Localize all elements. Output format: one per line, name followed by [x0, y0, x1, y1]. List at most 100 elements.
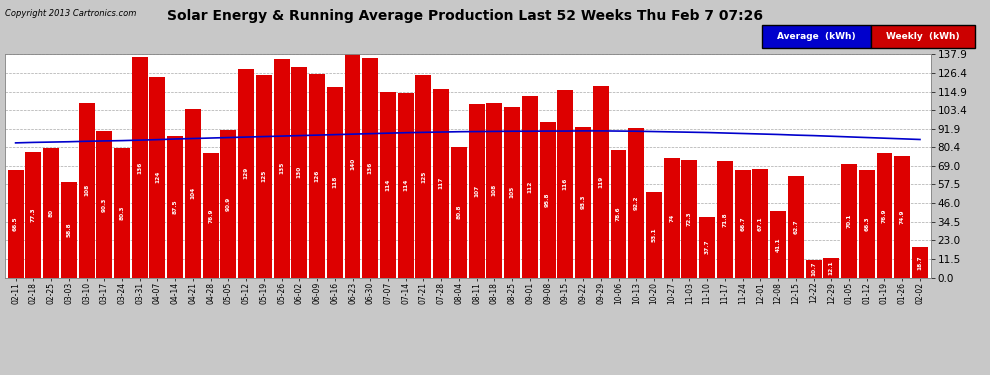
Text: 114: 114 — [385, 179, 390, 191]
Bar — [239, 69, 254, 278]
Bar — [60, 182, 77, 278]
Text: Weekly  (kWh): Weekly (kWh) — [886, 32, 960, 41]
Text: 129: 129 — [244, 167, 248, 179]
Text: 66.3: 66.3 — [864, 216, 869, 231]
Bar — [362, 58, 378, 278]
Text: 18.7: 18.7 — [918, 255, 923, 270]
Bar — [96, 131, 112, 278]
Bar — [291, 67, 307, 278]
Bar — [114, 147, 130, 278]
Text: 74: 74 — [669, 213, 674, 222]
Bar — [575, 127, 591, 278]
Bar — [912, 247, 928, 278]
Bar — [185, 109, 201, 278]
Text: 135: 135 — [279, 162, 284, 174]
Text: 58.8: 58.8 — [66, 223, 71, 237]
Bar — [149, 77, 165, 278]
Bar — [345, 51, 360, 278]
Text: 136: 136 — [367, 162, 373, 174]
Text: 80: 80 — [49, 209, 53, 217]
Text: 114: 114 — [403, 179, 408, 191]
Bar — [858, 170, 875, 278]
Bar — [26, 152, 42, 278]
Text: 53.1: 53.1 — [651, 227, 656, 242]
Text: 62.7: 62.7 — [793, 219, 798, 234]
Bar — [842, 164, 857, 278]
Bar — [894, 156, 910, 278]
Text: 95.8: 95.8 — [545, 193, 550, 207]
Bar — [309, 74, 325, 278]
Bar — [557, 90, 573, 278]
Bar — [593, 86, 609, 278]
Text: 78.6: 78.6 — [616, 207, 621, 221]
Text: 67.1: 67.1 — [758, 216, 763, 231]
Bar — [646, 192, 662, 278]
Text: 66.5: 66.5 — [13, 216, 18, 231]
Text: 87.5: 87.5 — [172, 200, 177, 214]
Bar — [468, 104, 485, 278]
Bar — [398, 93, 414, 278]
Bar — [8, 170, 24, 278]
Text: 125: 125 — [421, 170, 426, 183]
Text: 124: 124 — [155, 171, 160, 183]
Bar — [522, 96, 538, 278]
Bar — [717, 161, 733, 278]
Bar — [78, 103, 94, 278]
Text: 90.3: 90.3 — [102, 197, 107, 211]
Text: Solar Energy & Running Average Production Last 52 Weeks Thu Feb 7 07:26: Solar Energy & Running Average Productio… — [167, 9, 763, 23]
Bar — [167, 136, 183, 278]
Text: 136: 136 — [138, 161, 143, 174]
Bar — [504, 107, 520, 278]
Bar — [203, 153, 219, 278]
Bar — [752, 169, 768, 278]
Bar — [699, 216, 715, 278]
Bar — [255, 75, 272, 278]
Bar — [380, 93, 396, 278]
Text: 93.3: 93.3 — [580, 195, 585, 209]
Text: 130: 130 — [297, 166, 302, 178]
Text: 76.9: 76.9 — [882, 208, 887, 222]
Bar — [876, 153, 892, 278]
Text: 80.3: 80.3 — [120, 205, 125, 220]
Text: 107: 107 — [474, 185, 479, 197]
Text: 74.9: 74.9 — [900, 210, 905, 224]
Bar — [788, 176, 804, 278]
Text: 90.9: 90.9 — [226, 197, 231, 211]
Bar — [221, 130, 237, 278]
Text: 108: 108 — [492, 184, 497, 196]
Text: Copyright 2013 Cartronics.com: Copyright 2013 Cartronics.com — [5, 9, 137, 18]
Text: 112: 112 — [528, 181, 533, 193]
Bar — [273, 59, 289, 278]
Bar — [540, 122, 555, 278]
Text: 41.1: 41.1 — [775, 237, 780, 252]
Text: 108: 108 — [84, 184, 89, 196]
Bar — [611, 150, 627, 278]
Bar — [824, 258, 840, 278]
Bar — [735, 170, 750, 278]
Bar — [132, 57, 148, 278]
Text: 105: 105 — [510, 186, 515, 198]
Bar — [681, 160, 697, 278]
Text: 140: 140 — [350, 158, 355, 170]
Bar — [44, 148, 59, 278]
Bar — [770, 211, 786, 278]
Text: 72.3: 72.3 — [687, 211, 692, 226]
Text: Average  (kWh): Average (kWh) — [777, 32, 856, 41]
Text: 104: 104 — [190, 187, 195, 200]
Text: 76.9: 76.9 — [208, 208, 213, 223]
Bar — [806, 260, 822, 278]
Text: 117: 117 — [439, 177, 444, 189]
Text: 70.1: 70.1 — [846, 213, 851, 228]
Bar — [486, 103, 502, 278]
Text: 71.8: 71.8 — [723, 212, 728, 227]
Text: 118: 118 — [333, 176, 338, 188]
Text: 12.1: 12.1 — [829, 260, 834, 275]
Text: 92.2: 92.2 — [634, 196, 639, 210]
Bar — [450, 147, 467, 278]
Text: 119: 119 — [598, 176, 603, 188]
Bar — [434, 89, 449, 278]
Text: 37.7: 37.7 — [705, 240, 710, 254]
Text: 125: 125 — [261, 170, 266, 182]
Text: 66.7: 66.7 — [741, 216, 745, 231]
Text: 116: 116 — [562, 177, 568, 190]
